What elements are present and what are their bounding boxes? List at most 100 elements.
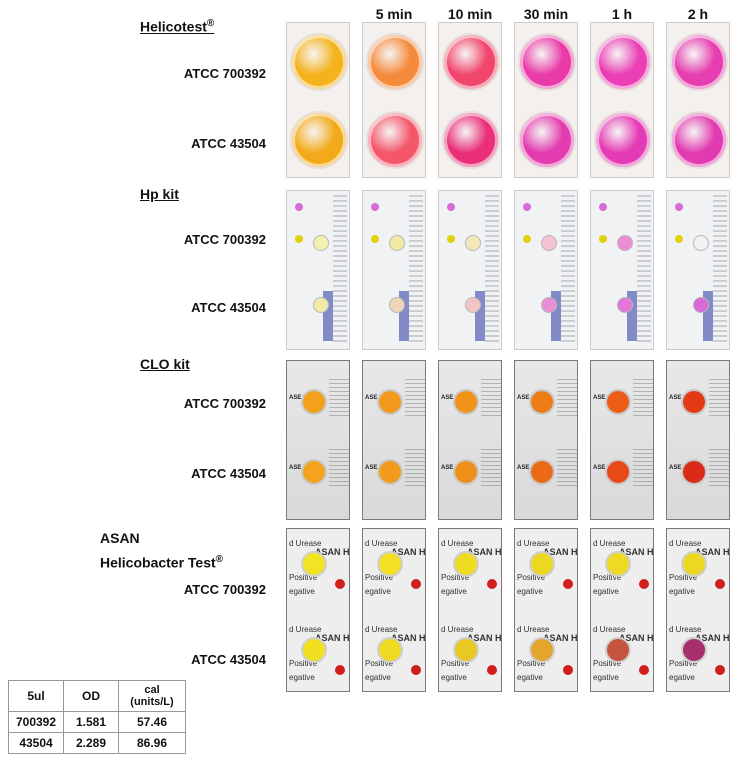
asan-panel-brand: ASAN Helico	[619, 547, 654, 557]
strain-label: ATCC 43504	[191, 136, 266, 151]
asan-panel-word: egative	[289, 673, 315, 682]
asan-well	[529, 551, 555, 577]
asan-well	[453, 637, 479, 663]
asan-panel-word: Positive	[593, 573, 622, 582]
clo-well	[301, 459, 327, 485]
helicotest-well	[368, 35, 422, 89]
asan-logo-mark	[487, 665, 497, 675]
hp-negative-dot	[523, 235, 531, 243]
clo-well	[605, 459, 631, 485]
hp-brand-logo	[627, 291, 637, 341]
asan-well	[605, 637, 631, 663]
hp-label-text	[561, 195, 575, 345]
clo-label-text	[405, 379, 425, 419]
asan-panel-word: Positive	[593, 659, 622, 668]
asan-panel-word: d Urease	[441, 539, 474, 548]
time-header: 2 h	[687, 6, 709, 22]
helicotest-panel	[666, 22, 730, 178]
hp-positive-dot	[675, 203, 683, 211]
table-row: 43504 2.289 86.96	[8, 732, 186, 754]
asan-panel-brand: ASAN Helico	[619, 633, 654, 643]
clo-well	[453, 459, 479, 485]
asan-panel-word: egative	[441, 587, 467, 596]
hp-kit-panel	[514, 190, 578, 350]
asan-panel-word: d Urease	[593, 625, 626, 634]
asan-panel-word: d Urease	[289, 625, 322, 634]
strain-label: ATCC 43504	[191, 466, 266, 481]
hp-brand-logo	[703, 291, 713, 341]
hp-brand-logo	[551, 291, 561, 341]
clo-kit-panel: ASE TESTASE TEST	[590, 360, 654, 520]
helicotest-well	[596, 113, 650, 167]
asan-panel-word: d Urease	[365, 625, 398, 634]
asan-well	[377, 551, 403, 577]
hp-well	[693, 235, 709, 251]
hp-label-text	[333, 195, 347, 345]
table-row: 700392 1.581 57.46	[8, 711, 186, 733]
asan-logo-mark	[411, 579, 421, 589]
asan-panel-word: d Urease	[441, 625, 474, 634]
asan-panel-word: Positive	[441, 573, 470, 582]
hp-well	[541, 235, 557, 251]
asan-logo-mark	[639, 665, 649, 675]
helicotest-well	[672, 113, 726, 167]
hp-well	[389, 235, 405, 251]
asan-logo-mark	[487, 579, 497, 589]
asan-panel-brand: ASAN Helico	[315, 547, 350, 557]
hp-brand-logo	[399, 291, 409, 341]
hp-kit-panel	[590, 190, 654, 350]
asan-logo-mark	[715, 579, 725, 589]
helicotest-well	[444, 113, 498, 167]
hp-well	[313, 235, 329, 251]
clo-label-text	[329, 379, 349, 419]
hp-label-text	[713, 195, 727, 345]
hp-positive-dot	[599, 203, 607, 211]
time-header: 10 min	[447, 6, 493, 22]
hp-positive-dot	[295, 203, 303, 211]
strain-label: ATCC 700392	[183, 232, 266, 247]
asan-panel-word: egative	[289, 587, 315, 596]
asan-panel-brand: ASAN Helico	[467, 547, 502, 557]
clo-well	[529, 459, 555, 485]
hp-well	[389, 297, 405, 313]
asan-panel-brand: ASAN Helico	[543, 633, 578, 643]
od-header-cal: cal (units/L)	[118, 680, 186, 712]
hp-negative-dot	[447, 235, 455, 243]
helicotest-panel	[590, 22, 654, 178]
od-table-header-row: 5ul OD cal (units/L)	[8, 680, 186, 712]
asan-logo-mark	[639, 579, 649, 589]
time-header: 1 h	[611, 6, 633, 22]
clo-label-text	[633, 449, 653, 489]
hp-kit-panel	[286, 190, 350, 350]
asan-panel-word: Positive	[365, 659, 394, 668]
kit-title-clo: CLO kit	[140, 356, 190, 372]
helicotest-well	[292, 113, 346, 167]
clo-kit-panel: ASE TESTASE TEST	[666, 360, 730, 520]
hp-label-text	[637, 195, 651, 345]
asan-panel-word: Positive	[517, 659, 546, 668]
hp-brand-logo	[475, 291, 485, 341]
asan-panel-brand: ASAN Helico	[391, 633, 426, 643]
time-header: 30 min	[523, 6, 569, 22]
asan-logo-mark	[411, 665, 421, 675]
hp-well	[693, 297, 709, 313]
clo-kit-panel: ASE TESTASE TEST	[514, 360, 578, 520]
helicotest-well	[672, 35, 726, 89]
clo-well	[301, 389, 327, 415]
asan-logo-mark	[335, 579, 345, 589]
helicotest-well	[520, 35, 574, 89]
od-cell-strain: 43504	[8, 732, 64, 754]
hp-well	[541, 297, 557, 313]
helicotest-panel	[286, 22, 350, 178]
clo-kit-panel: ASE TESTASE TEST	[286, 360, 350, 520]
hp-kit-panel	[666, 190, 730, 350]
hp-kit-panel	[362, 190, 426, 350]
asan-panel-word: d Urease	[365, 539, 398, 548]
hp-brand-logo	[323, 291, 333, 341]
hp-well	[465, 235, 481, 251]
clo-label-text	[709, 449, 729, 489]
